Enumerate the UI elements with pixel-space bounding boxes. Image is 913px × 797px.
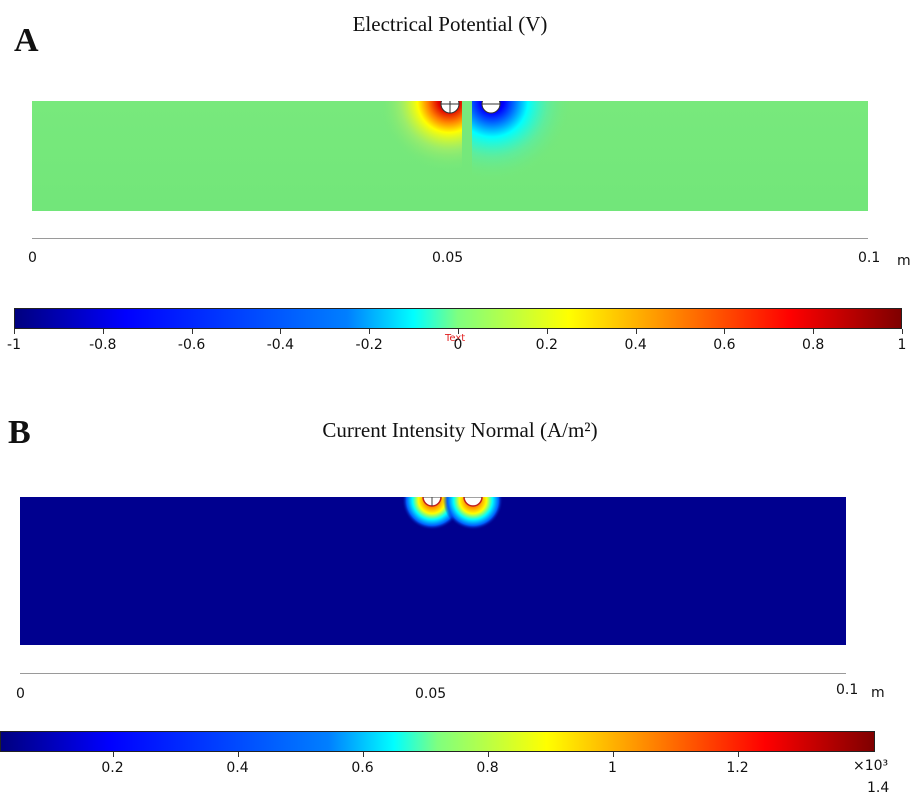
panel-a-colorbar-label: 1 bbox=[897, 337, 907, 353]
panel-a-colorbar-label: -0.8 bbox=[89, 337, 117, 353]
negative-electrode-icon-b bbox=[463, 497, 483, 507]
panel-a-colorbar-label: -0.2 bbox=[355, 337, 383, 353]
panel-b-colorbar-ticks bbox=[0, 752, 875, 758]
panel-b-colorbar-label: 0.8 bbox=[476, 760, 499, 776]
panel-a-x-tick-2: 0.1 bbox=[858, 250, 881, 266]
panel-b-x-tick-2: 0.1 bbox=[836, 682, 859, 698]
panel-b-colorbar bbox=[0, 731, 875, 752]
panel-a-x-axis-line bbox=[32, 238, 868, 239]
positive-electrode-icon bbox=[440, 101, 460, 114]
panel-b-colorbar-tickmark bbox=[112, 752, 114, 757]
panel-a-colorbar-ticks bbox=[14, 329, 903, 335]
panel-b-colorbar-tickmark bbox=[237, 752, 239, 757]
panel-a-colorbar-tickmark bbox=[191, 329, 193, 334]
panel-a-colorbar-tickmark bbox=[546, 329, 548, 334]
panel-a-colorbar-label: 0.8 bbox=[802, 337, 825, 353]
panel-b-colorbar-tickmark bbox=[612, 752, 614, 757]
current-field-plot bbox=[20, 497, 846, 645]
panel-a-colorbar-stray-text: Text bbox=[445, 333, 466, 344]
panel-a-colorbar-label: 0.4 bbox=[624, 337, 647, 353]
panel-a-colorbar-tickmark bbox=[635, 329, 637, 334]
panel-b-x-tick-0: 0 bbox=[16, 686, 25, 702]
potential-negative-lobe bbox=[472, 101, 652, 211]
panel-b-colorbar-label: 0.6 bbox=[351, 760, 374, 776]
panel-b-x-tick-1: 0.05 bbox=[415, 686, 447, 702]
panel-a-title: Electrical Potential (V) bbox=[352, 12, 548, 36]
panel-a-colorbar-label: 0.2 bbox=[535, 337, 558, 353]
panel-a-x-tick-1: 0.05 bbox=[432, 250, 464, 266]
panel-a-colorbar-tickmark bbox=[280, 329, 282, 334]
panel-a-colorbar-tickmark bbox=[724, 329, 726, 334]
panel-a-colorbar-label: 0 bbox=[453, 337, 463, 353]
panel-b-colorbar-label: 1 bbox=[608, 760, 617, 776]
panel-a-colorbar-label: -1 bbox=[7, 337, 21, 353]
potential-field-plot bbox=[32, 101, 868, 211]
panel-a-colorbar-tickmark bbox=[14, 329, 15, 334]
panel-a-colorbar-label: 0.6 bbox=[713, 337, 736, 353]
positive-electrode-icon-b bbox=[422, 497, 442, 507]
panel-a-colorbar-tickmark bbox=[102, 329, 104, 334]
panel-a-colorbar-tickmark bbox=[902, 329, 903, 334]
panel-a-colorbar-tickmark bbox=[458, 329, 459, 334]
panel-b-colorbar-tickmark bbox=[487, 752, 489, 757]
panel-a-x-unit: m bbox=[897, 253, 911, 269]
potential-positive-lobe bbox=[332, 101, 462, 211]
panel-a-letter: A bbox=[14, 22, 39, 59]
panel-b-colorbar-multiplier: ×10³ bbox=[853, 758, 889, 774]
panel-b-x-axis-line bbox=[20, 673, 846, 674]
panel-b-colorbar-tickmark bbox=[362, 752, 364, 757]
panel-b-colorbar-tickmark bbox=[737, 752, 739, 757]
panel-b-title: Current Intensity Normal (A/m²) bbox=[322, 418, 598, 442]
negative-electrode-icon bbox=[481, 101, 501, 114]
panel-a-colorbar-label: -0.4 bbox=[266, 337, 295, 353]
panel-b-colorbar-label: 1.2 bbox=[726, 760, 749, 776]
panel-a-x-tick-0: 0 bbox=[28, 250, 37, 266]
panel-b-letter: B bbox=[8, 414, 31, 451]
panel-a-colorbar-tickmark bbox=[813, 329, 815, 334]
panel-b-x-unit: m bbox=[871, 685, 885, 701]
panel-a-colorbar-label: -0.6 bbox=[177, 337, 206, 353]
panel-a-colorbar-tickmark bbox=[369, 329, 371, 334]
panel-b-colorbar-label: 0.2 bbox=[101, 760, 124, 776]
panel-b-colorbar-label: 0.4 bbox=[226, 760, 249, 776]
panel-b-colorbar-max-label: 1.4 bbox=[867, 780, 890, 796]
panel-a-colorbar bbox=[14, 308, 902, 329]
